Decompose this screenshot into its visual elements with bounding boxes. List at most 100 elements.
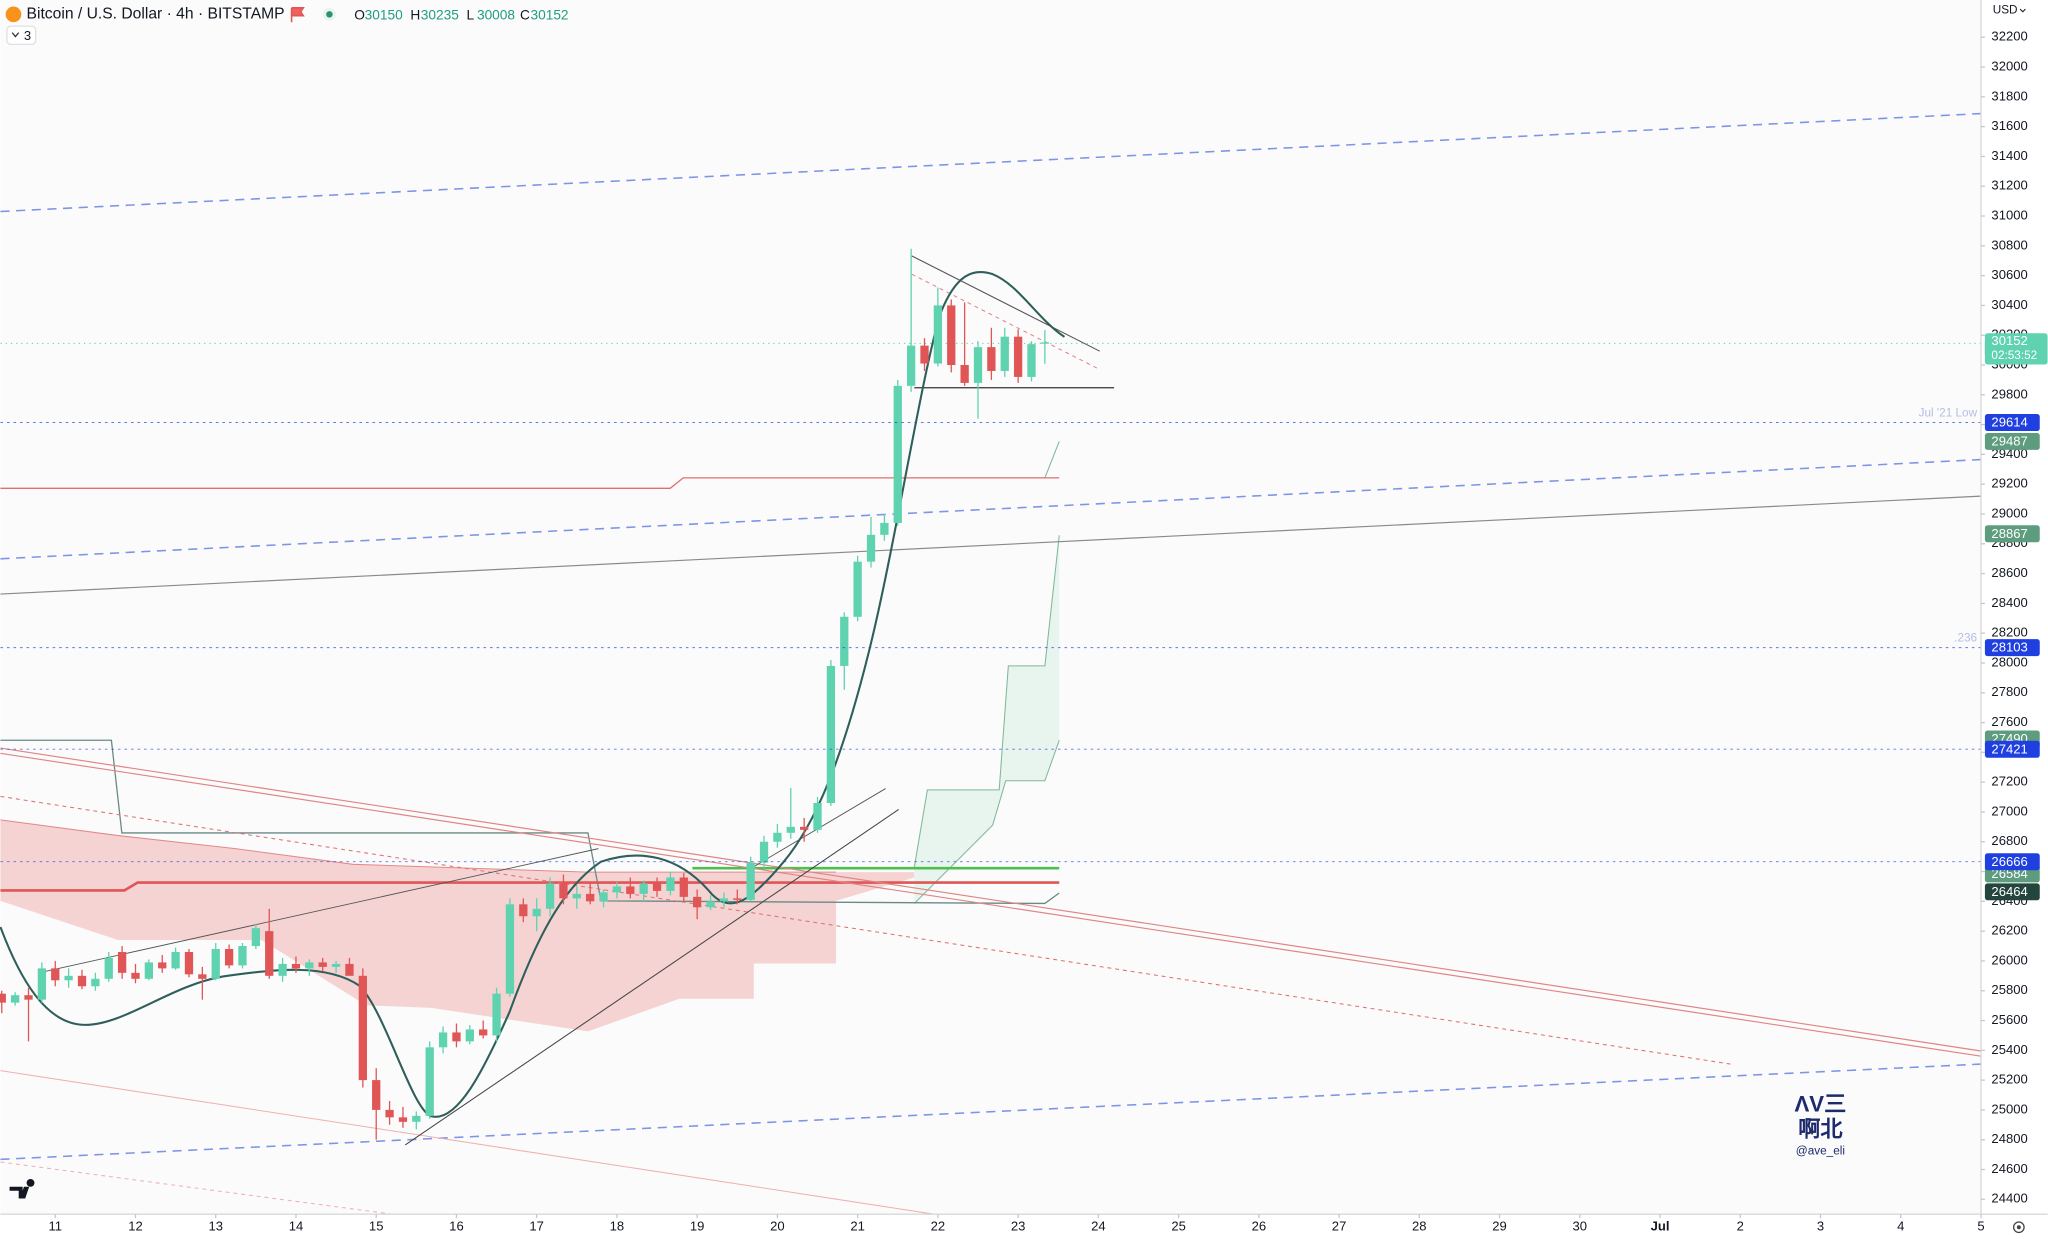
indicator-count: 3 xyxy=(24,28,31,43)
ohlc-value: 30150 xyxy=(365,7,403,22)
candle-body xyxy=(706,901,715,908)
candle-body xyxy=(398,1117,408,1122)
candle-body xyxy=(572,893,581,899)
candle-body xyxy=(933,305,943,364)
x-tick-label: 25 xyxy=(1171,1219,1186,1234)
x-tick-label: 13 xyxy=(208,1219,223,1234)
x-tick-label: 12 xyxy=(128,1219,143,1234)
y-tick-label: 25800 xyxy=(1991,982,2027,997)
settings-icon[interactable] xyxy=(2012,1221,2025,1234)
x-tick-label: 14 xyxy=(289,1219,304,1234)
candle-body xyxy=(1027,344,1036,377)
y-tick-label: 27600 xyxy=(1991,714,2027,729)
y-tick-label: 29800 xyxy=(1991,386,2027,401)
y-tick-label: 28000 xyxy=(1991,654,2027,669)
level-annotation: .236 xyxy=(1954,632,1977,645)
candle-body xyxy=(679,877,688,897)
candle-body xyxy=(91,978,100,987)
y-tick-label: 26200 xyxy=(1991,923,2027,938)
price-tag xyxy=(1984,883,2040,901)
price-tag-label: 28867 xyxy=(1991,526,2027,541)
candle-body xyxy=(1000,336,1009,371)
candle-body xyxy=(117,951,127,973)
header: Bitcoin / U.S. Dollar · 4h · BITSTAMP 3 … xyxy=(5,6,569,46)
price-tag xyxy=(1984,853,2040,871)
conversion-line xyxy=(0,739,1060,905)
candle-body xyxy=(626,886,635,894)
price-tag xyxy=(1984,525,2040,543)
candle-body xyxy=(0,993,6,1003)
candle-body xyxy=(532,908,541,917)
candle-body xyxy=(639,883,648,894)
candle-body xyxy=(652,883,662,891)
candle-body xyxy=(265,931,274,976)
price-tag-label: 27421 xyxy=(1991,741,2027,756)
channel-line xyxy=(0,112,1982,213)
candle-body xyxy=(37,968,47,1000)
candle-body xyxy=(452,1032,461,1042)
candle-body xyxy=(920,345,929,364)
settings-icon-center xyxy=(2016,1225,2021,1230)
x-tick-label: 29 xyxy=(1492,1219,1507,1234)
candle-body xyxy=(666,877,675,891)
y-tick-label: 24400 xyxy=(1991,1191,2027,1206)
y-tick-label: 26800 xyxy=(1991,833,2027,848)
tradingview-logo xyxy=(9,1178,35,1199)
drawings xyxy=(0,112,1982,1215)
candle-body xyxy=(77,975,87,987)
price-tag xyxy=(1984,432,2040,450)
trend-line xyxy=(404,809,899,1146)
candle-body xyxy=(372,1080,381,1110)
trend-line xyxy=(0,752,1982,1057)
candle-body xyxy=(693,896,702,908)
ohlc-value: 30235 xyxy=(421,7,459,22)
ichimoku-cloud-green xyxy=(914,535,1060,904)
x-tick-label: 21 xyxy=(850,1219,865,1234)
candle-body xyxy=(800,826,809,830)
candle-body xyxy=(1013,336,1023,377)
moving-average xyxy=(0,270,1066,1118)
trend-line xyxy=(911,255,1100,352)
y-tick-label: 30800 xyxy=(1991,237,2027,252)
time-axis-panel xyxy=(0,1214,2048,1239)
price-tag-label: 29614 xyxy=(1991,415,2027,430)
price-tag xyxy=(1984,740,2040,758)
x-tick-label: 23 xyxy=(1011,1219,1026,1234)
y-tick-label: 30600 xyxy=(1991,267,2027,282)
candle-body xyxy=(880,522,889,535)
y-tick-label: 32000 xyxy=(1991,58,2027,73)
cloud-edge xyxy=(0,819,836,873)
candle-body xyxy=(331,963,341,967)
candle-body xyxy=(746,862,755,900)
candle-body xyxy=(586,893,595,902)
x-tick-label: 20 xyxy=(770,1219,785,1234)
y-tick-label: 27800 xyxy=(1991,684,2027,699)
x-tick-label: 24 xyxy=(1091,1219,1106,1234)
candle-body xyxy=(973,347,983,383)
price-tag xyxy=(1984,639,2040,657)
channel-line xyxy=(0,458,1982,560)
candle-body xyxy=(345,963,354,976)
candle-body xyxy=(719,898,729,902)
base-line xyxy=(0,477,1060,489)
x-tick-label: 5 xyxy=(1977,1219,1984,1234)
candle-body xyxy=(759,841,769,863)
indicator-toggle[interactable] xyxy=(6,25,37,46)
candle-body xyxy=(24,995,33,1000)
candle-body xyxy=(51,968,60,981)
candle-body xyxy=(786,826,795,833)
channel-line xyxy=(0,1063,1982,1161)
y-tick-label: 25600 xyxy=(1991,1012,2027,1027)
current-price-tag xyxy=(1984,333,2048,365)
red-level xyxy=(0,881,1060,892)
y-tick-label: 31600 xyxy=(1991,118,2027,133)
x-tick-label: 18 xyxy=(610,1219,625,1234)
x-tick-label: 28 xyxy=(1412,1219,1427,1234)
price-tag-label: 28103 xyxy=(1991,640,2027,655)
watermark: @ave_eli xyxy=(1796,1145,1845,1158)
y-tick-label: 28200 xyxy=(1991,625,2027,640)
y-tick-label: 25000 xyxy=(1991,1101,2027,1116)
y-tick-label: 25200 xyxy=(1991,1072,2027,1087)
